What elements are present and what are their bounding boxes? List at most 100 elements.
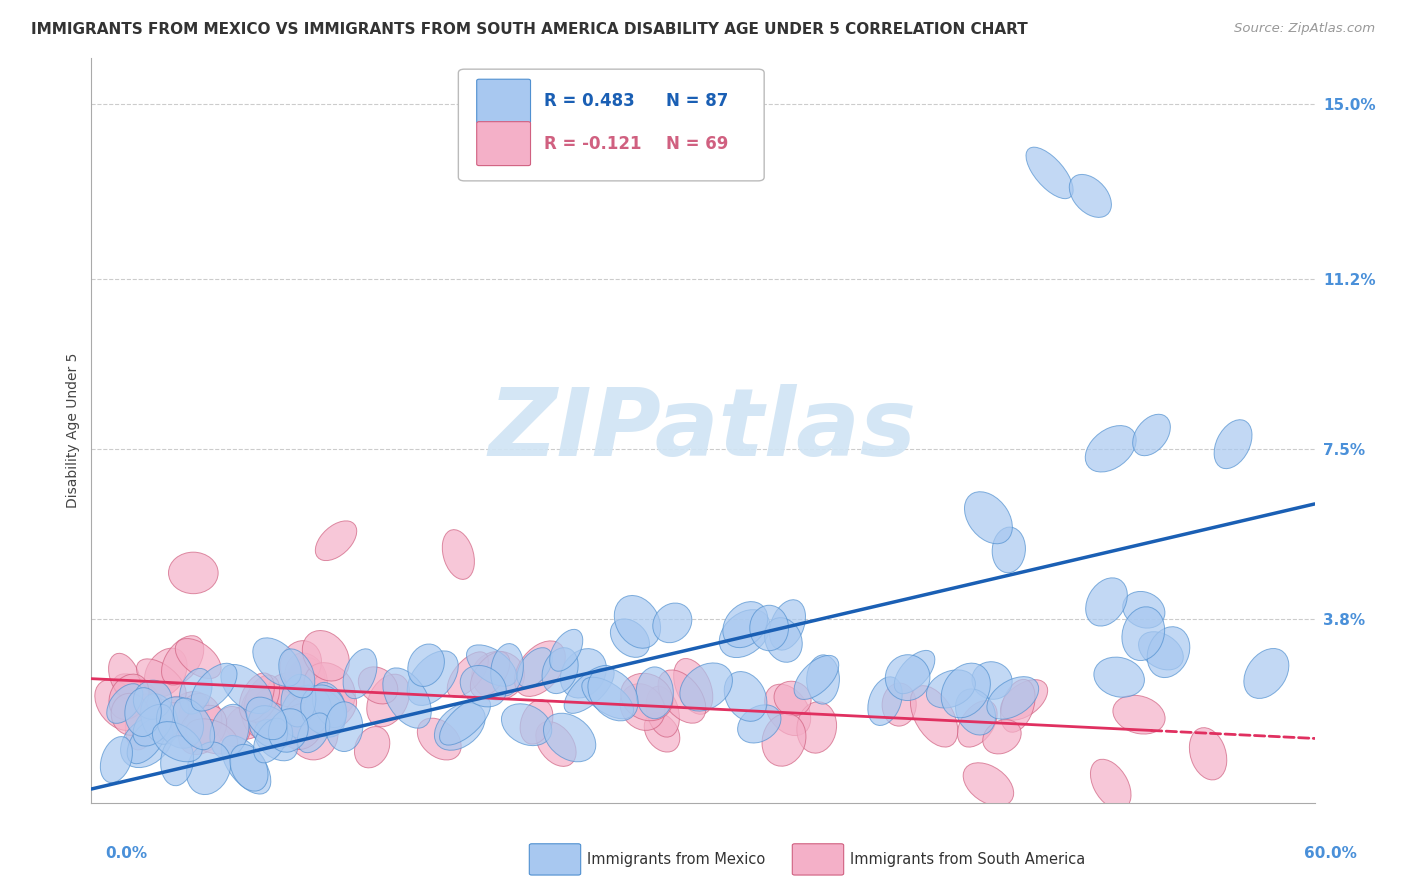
Ellipse shape	[141, 694, 179, 744]
Ellipse shape	[187, 742, 231, 795]
Ellipse shape	[443, 530, 474, 580]
Ellipse shape	[221, 665, 273, 714]
Ellipse shape	[191, 664, 238, 711]
Ellipse shape	[1001, 680, 1035, 732]
Ellipse shape	[156, 697, 204, 748]
Ellipse shape	[610, 619, 650, 657]
Ellipse shape	[502, 704, 551, 746]
Ellipse shape	[517, 648, 553, 688]
Ellipse shape	[298, 713, 330, 753]
Ellipse shape	[169, 552, 218, 594]
Ellipse shape	[550, 630, 582, 672]
Ellipse shape	[993, 527, 1025, 573]
Ellipse shape	[245, 675, 280, 723]
Ellipse shape	[1085, 425, 1136, 472]
Ellipse shape	[723, 601, 768, 648]
Ellipse shape	[301, 685, 347, 735]
Ellipse shape	[460, 665, 506, 706]
Ellipse shape	[285, 653, 328, 705]
Ellipse shape	[681, 663, 733, 711]
Ellipse shape	[927, 670, 976, 708]
Ellipse shape	[941, 663, 990, 718]
Ellipse shape	[354, 727, 389, 768]
Ellipse shape	[108, 653, 141, 700]
Ellipse shape	[724, 672, 766, 722]
Ellipse shape	[561, 648, 606, 698]
FancyBboxPatch shape	[793, 844, 844, 875]
Ellipse shape	[242, 688, 281, 739]
Ellipse shape	[1026, 147, 1073, 199]
Ellipse shape	[418, 718, 461, 760]
Ellipse shape	[644, 713, 681, 752]
Ellipse shape	[1133, 414, 1170, 456]
Ellipse shape	[107, 683, 143, 723]
Ellipse shape	[246, 698, 287, 739]
Ellipse shape	[359, 667, 398, 704]
Ellipse shape	[797, 702, 837, 753]
Ellipse shape	[253, 638, 301, 687]
Ellipse shape	[281, 695, 323, 749]
Ellipse shape	[434, 703, 485, 750]
Ellipse shape	[231, 744, 269, 791]
Ellipse shape	[645, 686, 679, 737]
Ellipse shape	[447, 652, 488, 698]
Ellipse shape	[302, 631, 349, 681]
Ellipse shape	[775, 681, 811, 715]
Ellipse shape	[94, 680, 142, 731]
Ellipse shape	[149, 697, 188, 740]
Ellipse shape	[408, 644, 444, 687]
Ellipse shape	[1114, 696, 1166, 734]
Ellipse shape	[765, 684, 811, 736]
Ellipse shape	[520, 699, 553, 744]
Text: 60.0%: 60.0%	[1303, 846, 1357, 861]
Ellipse shape	[162, 691, 209, 738]
Ellipse shape	[769, 599, 806, 650]
Ellipse shape	[173, 698, 215, 749]
Ellipse shape	[186, 719, 238, 754]
Ellipse shape	[326, 702, 363, 752]
Ellipse shape	[114, 673, 162, 714]
Ellipse shape	[987, 677, 1039, 719]
Ellipse shape	[315, 521, 357, 560]
Ellipse shape	[738, 705, 780, 743]
Ellipse shape	[134, 681, 172, 719]
Ellipse shape	[145, 648, 187, 697]
Text: N = 69: N = 69	[666, 135, 728, 153]
Ellipse shape	[1215, 420, 1251, 468]
Ellipse shape	[160, 736, 194, 786]
Ellipse shape	[765, 617, 803, 662]
Ellipse shape	[1122, 607, 1164, 661]
Ellipse shape	[1123, 591, 1166, 628]
Ellipse shape	[179, 693, 222, 743]
Ellipse shape	[794, 656, 839, 699]
Ellipse shape	[957, 700, 997, 747]
Ellipse shape	[382, 668, 432, 728]
Ellipse shape	[217, 706, 250, 747]
Text: ZIPatlas: ZIPatlas	[489, 384, 917, 476]
Ellipse shape	[1085, 578, 1128, 626]
Ellipse shape	[963, 763, 1014, 806]
Ellipse shape	[965, 491, 1012, 544]
Y-axis label: Disability Age Under 5: Disability Age Under 5	[66, 352, 80, 508]
Ellipse shape	[1091, 759, 1130, 810]
Ellipse shape	[367, 674, 409, 727]
Text: 0.0%: 0.0%	[105, 846, 148, 861]
Text: R = -0.121: R = -0.121	[544, 135, 641, 153]
Ellipse shape	[1070, 175, 1111, 218]
Ellipse shape	[136, 659, 186, 703]
Ellipse shape	[536, 722, 576, 766]
Ellipse shape	[209, 705, 249, 758]
Ellipse shape	[176, 639, 221, 679]
Ellipse shape	[882, 683, 917, 726]
Ellipse shape	[252, 688, 301, 738]
Ellipse shape	[1244, 648, 1289, 698]
Ellipse shape	[249, 706, 292, 748]
Ellipse shape	[972, 662, 1012, 699]
Ellipse shape	[312, 682, 346, 728]
Ellipse shape	[807, 655, 839, 704]
Ellipse shape	[162, 636, 204, 685]
Text: N = 87: N = 87	[666, 92, 728, 111]
Ellipse shape	[1139, 632, 1184, 670]
Ellipse shape	[254, 720, 298, 761]
Ellipse shape	[343, 648, 377, 698]
